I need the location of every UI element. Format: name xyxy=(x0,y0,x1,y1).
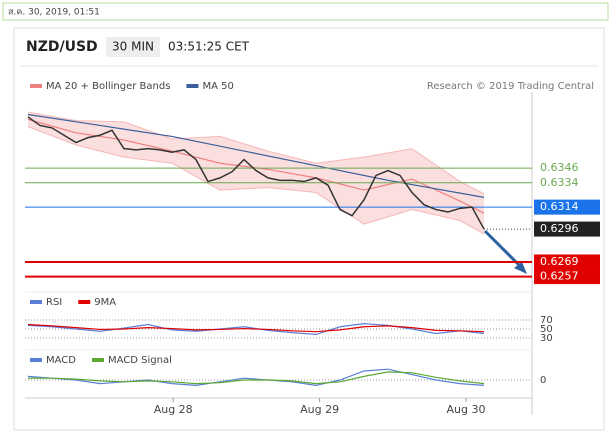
level-box xyxy=(534,199,600,215)
date-bar xyxy=(2,2,609,21)
legend-swatch xyxy=(30,300,42,304)
interval-box xyxy=(106,37,160,57)
legend-swatch xyxy=(186,84,199,88)
band-lower xyxy=(27,126,485,235)
legend-label: MACD Signal xyxy=(108,355,172,366)
legend-label: MA 50 xyxy=(202,81,233,92)
legend-swatch xyxy=(78,300,91,304)
series-line xyxy=(27,323,485,333)
arrow-head xyxy=(514,262,527,274)
legend-label: MACD xyxy=(46,355,76,366)
x-tick-label: Aug 29 xyxy=(300,403,339,416)
level-box xyxy=(534,221,600,237)
level-box xyxy=(534,254,600,270)
series-line xyxy=(27,368,485,387)
band-upper xyxy=(27,111,485,195)
level-label: 0.6296 xyxy=(540,222,579,235)
time: 03:51:25 CET xyxy=(168,40,250,54)
legend-swatch xyxy=(30,358,42,362)
credit: Research © 2019 Trading Central xyxy=(427,81,594,92)
bollinger-band xyxy=(28,112,484,234)
legend-swatch xyxy=(91,358,104,362)
legend-swatch xyxy=(30,84,42,88)
level-label: 0.6269 xyxy=(540,255,579,268)
price-line xyxy=(27,116,485,230)
y-tick-label: 30 xyxy=(540,333,553,344)
y-tick-label: 70 xyxy=(540,315,553,326)
level-label: 0.6334 xyxy=(540,176,579,189)
level-label: 0.6346 xyxy=(540,161,579,174)
timestamp: ส.ค. 30, 2019, 01:51 xyxy=(8,8,100,18)
pair: NZD/USD xyxy=(26,39,98,55)
legend-label: RSI xyxy=(46,297,62,308)
legend-label: MA 20 + Bollinger Bands xyxy=(46,81,170,92)
y-tick-label: 50 xyxy=(540,324,553,335)
level-box xyxy=(534,269,600,285)
legend-label: 9MA xyxy=(94,297,116,308)
series-line xyxy=(28,371,485,385)
series-line xyxy=(27,118,485,214)
level-label: 0.6257 xyxy=(540,270,579,283)
interval: 30 MIN xyxy=(112,40,154,54)
y-tick-label: 0 xyxy=(540,375,546,386)
level-label: 0.6314 xyxy=(540,200,579,213)
x-tick-label: Aug 30 xyxy=(447,403,486,416)
series-line xyxy=(27,113,485,198)
x-tick-label: Aug 28 xyxy=(154,403,193,416)
